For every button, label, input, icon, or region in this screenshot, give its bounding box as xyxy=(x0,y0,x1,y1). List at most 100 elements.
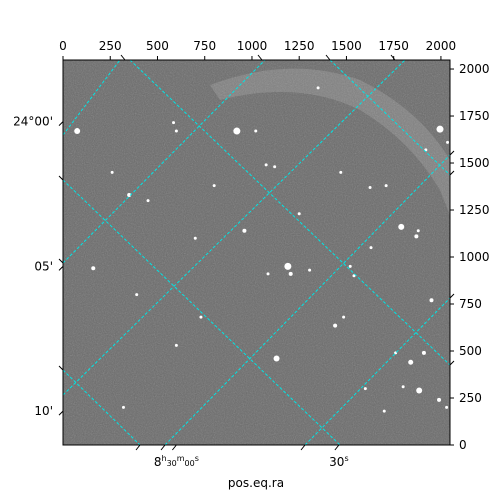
star xyxy=(382,409,386,413)
grid-edge-tick xyxy=(325,54,331,61)
grid-edge-tick xyxy=(390,54,396,61)
star xyxy=(421,350,426,355)
star xyxy=(174,343,178,347)
dec-tick-mark xyxy=(58,410,64,416)
y-tick-label: 500 xyxy=(459,344,482,358)
ra-tick-mark xyxy=(334,444,340,451)
grid-edge-tick xyxy=(160,444,166,451)
star xyxy=(401,385,405,389)
star xyxy=(414,234,419,239)
dec-axis: 24°00' 05' 10' xyxy=(13,115,455,418)
star xyxy=(91,266,96,271)
star xyxy=(429,298,434,303)
star xyxy=(416,229,420,233)
star xyxy=(172,121,176,125)
star xyxy=(135,293,139,297)
x-tick-label: 750 xyxy=(193,39,216,53)
star xyxy=(74,128,81,135)
y-tick-label: 2000 xyxy=(459,62,490,76)
image-noise xyxy=(63,60,450,445)
x-tick-label: 500 xyxy=(146,39,169,53)
star xyxy=(199,315,203,319)
grid-edge-tick xyxy=(257,54,263,61)
star xyxy=(273,165,277,169)
star xyxy=(445,405,449,409)
dec-tick-label: 05' xyxy=(34,259,53,273)
star xyxy=(308,268,312,272)
grid-edge-tick xyxy=(449,360,455,366)
x-axis-label: pos.eq.ra xyxy=(228,476,284,490)
star xyxy=(316,86,320,90)
star xyxy=(384,184,388,188)
star xyxy=(121,405,125,409)
y-tick-label: 0 xyxy=(459,438,467,452)
plot-frame xyxy=(62,59,451,446)
grid-edge-tick xyxy=(135,444,141,451)
star xyxy=(437,397,442,402)
y-tick-label: 1250 xyxy=(459,203,490,217)
dec-tick-label: 10' xyxy=(34,404,53,418)
star xyxy=(110,170,114,174)
dec-grid-line xyxy=(329,60,450,176)
x-tick-label: 1250 xyxy=(284,39,315,53)
grid-edge-tick xyxy=(300,444,306,451)
star xyxy=(284,262,292,270)
y-tick-label: 1000 xyxy=(459,250,490,264)
star xyxy=(297,212,301,216)
star xyxy=(174,129,178,133)
ra-grid-line xyxy=(304,297,450,445)
x-tick-label: 250 xyxy=(99,39,122,53)
grid-edge-tick xyxy=(58,258,64,264)
y-tick-label: 1500 xyxy=(459,156,490,170)
star xyxy=(398,223,405,230)
grid-edge-tick xyxy=(58,175,64,181)
ra-tick-label: 30s xyxy=(329,454,348,469)
x-tick-label: 0 xyxy=(59,39,67,53)
dec-tick-label: 24°00' xyxy=(13,115,53,129)
star xyxy=(146,199,150,203)
dec-grid-line xyxy=(129,60,450,366)
star xyxy=(416,387,423,394)
star xyxy=(446,140,450,144)
star xyxy=(264,163,268,167)
y-tick-label: 1750 xyxy=(459,109,490,123)
star xyxy=(254,129,258,133)
star xyxy=(348,264,352,268)
dec-grid-line xyxy=(63,179,341,445)
star xyxy=(212,184,216,188)
ra-grid-line xyxy=(164,154,450,445)
star xyxy=(352,274,356,278)
dec-tick-mark xyxy=(58,266,64,271)
grid-edge-tick xyxy=(449,170,455,176)
star xyxy=(436,125,444,133)
pixel-x-axis: 0 250 500 750 1000 1250 1500 1750 2000 xyxy=(59,39,456,60)
pixel-y-axis: 0 250 500 750 1000 1250 1500 1750 2000 xyxy=(450,62,490,452)
star xyxy=(288,271,293,276)
y-tick-label: 250 xyxy=(459,391,482,405)
star xyxy=(273,355,280,362)
star xyxy=(127,192,132,197)
star xyxy=(369,246,373,250)
x-tick-label: 1500 xyxy=(331,39,362,53)
image-panel xyxy=(63,60,450,445)
ra-tick-mark xyxy=(171,444,177,451)
ra-grid-line xyxy=(63,60,266,264)
star xyxy=(266,272,270,276)
x-tick-label: 1750 xyxy=(378,39,409,53)
coordinate-grid xyxy=(63,60,450,445)
star xyxy=(242,228,247,233)
grid-edge-tick xyxy=(449,293,455,299)
ra-grid-line xyxy=(63,60,121,136)
x-tick-label: 1000 xyxy=(237,39,268,53)
grid-edge-tick xyxy=(58,365,64,371)
star xyxy=(342,315,346,319)
x-tick-label: 2000 xyxy=(426,39,457,53)
y-tick-label: 750 xyxy=(459,297,482,311)
star xyxy=(408,359,414,365)
grid-edge-tick xyxy=(120,54,126,61)
stars-layer xyxy=(74,86,450,413)
ra-tick-label: 8h30m00s xyxy=(154,454,199,469)
ra-axis: 8h30m00s 30s xyxy=(120,54,396,469)
dec-tick-mark xyxy=(58,121,64,127)
